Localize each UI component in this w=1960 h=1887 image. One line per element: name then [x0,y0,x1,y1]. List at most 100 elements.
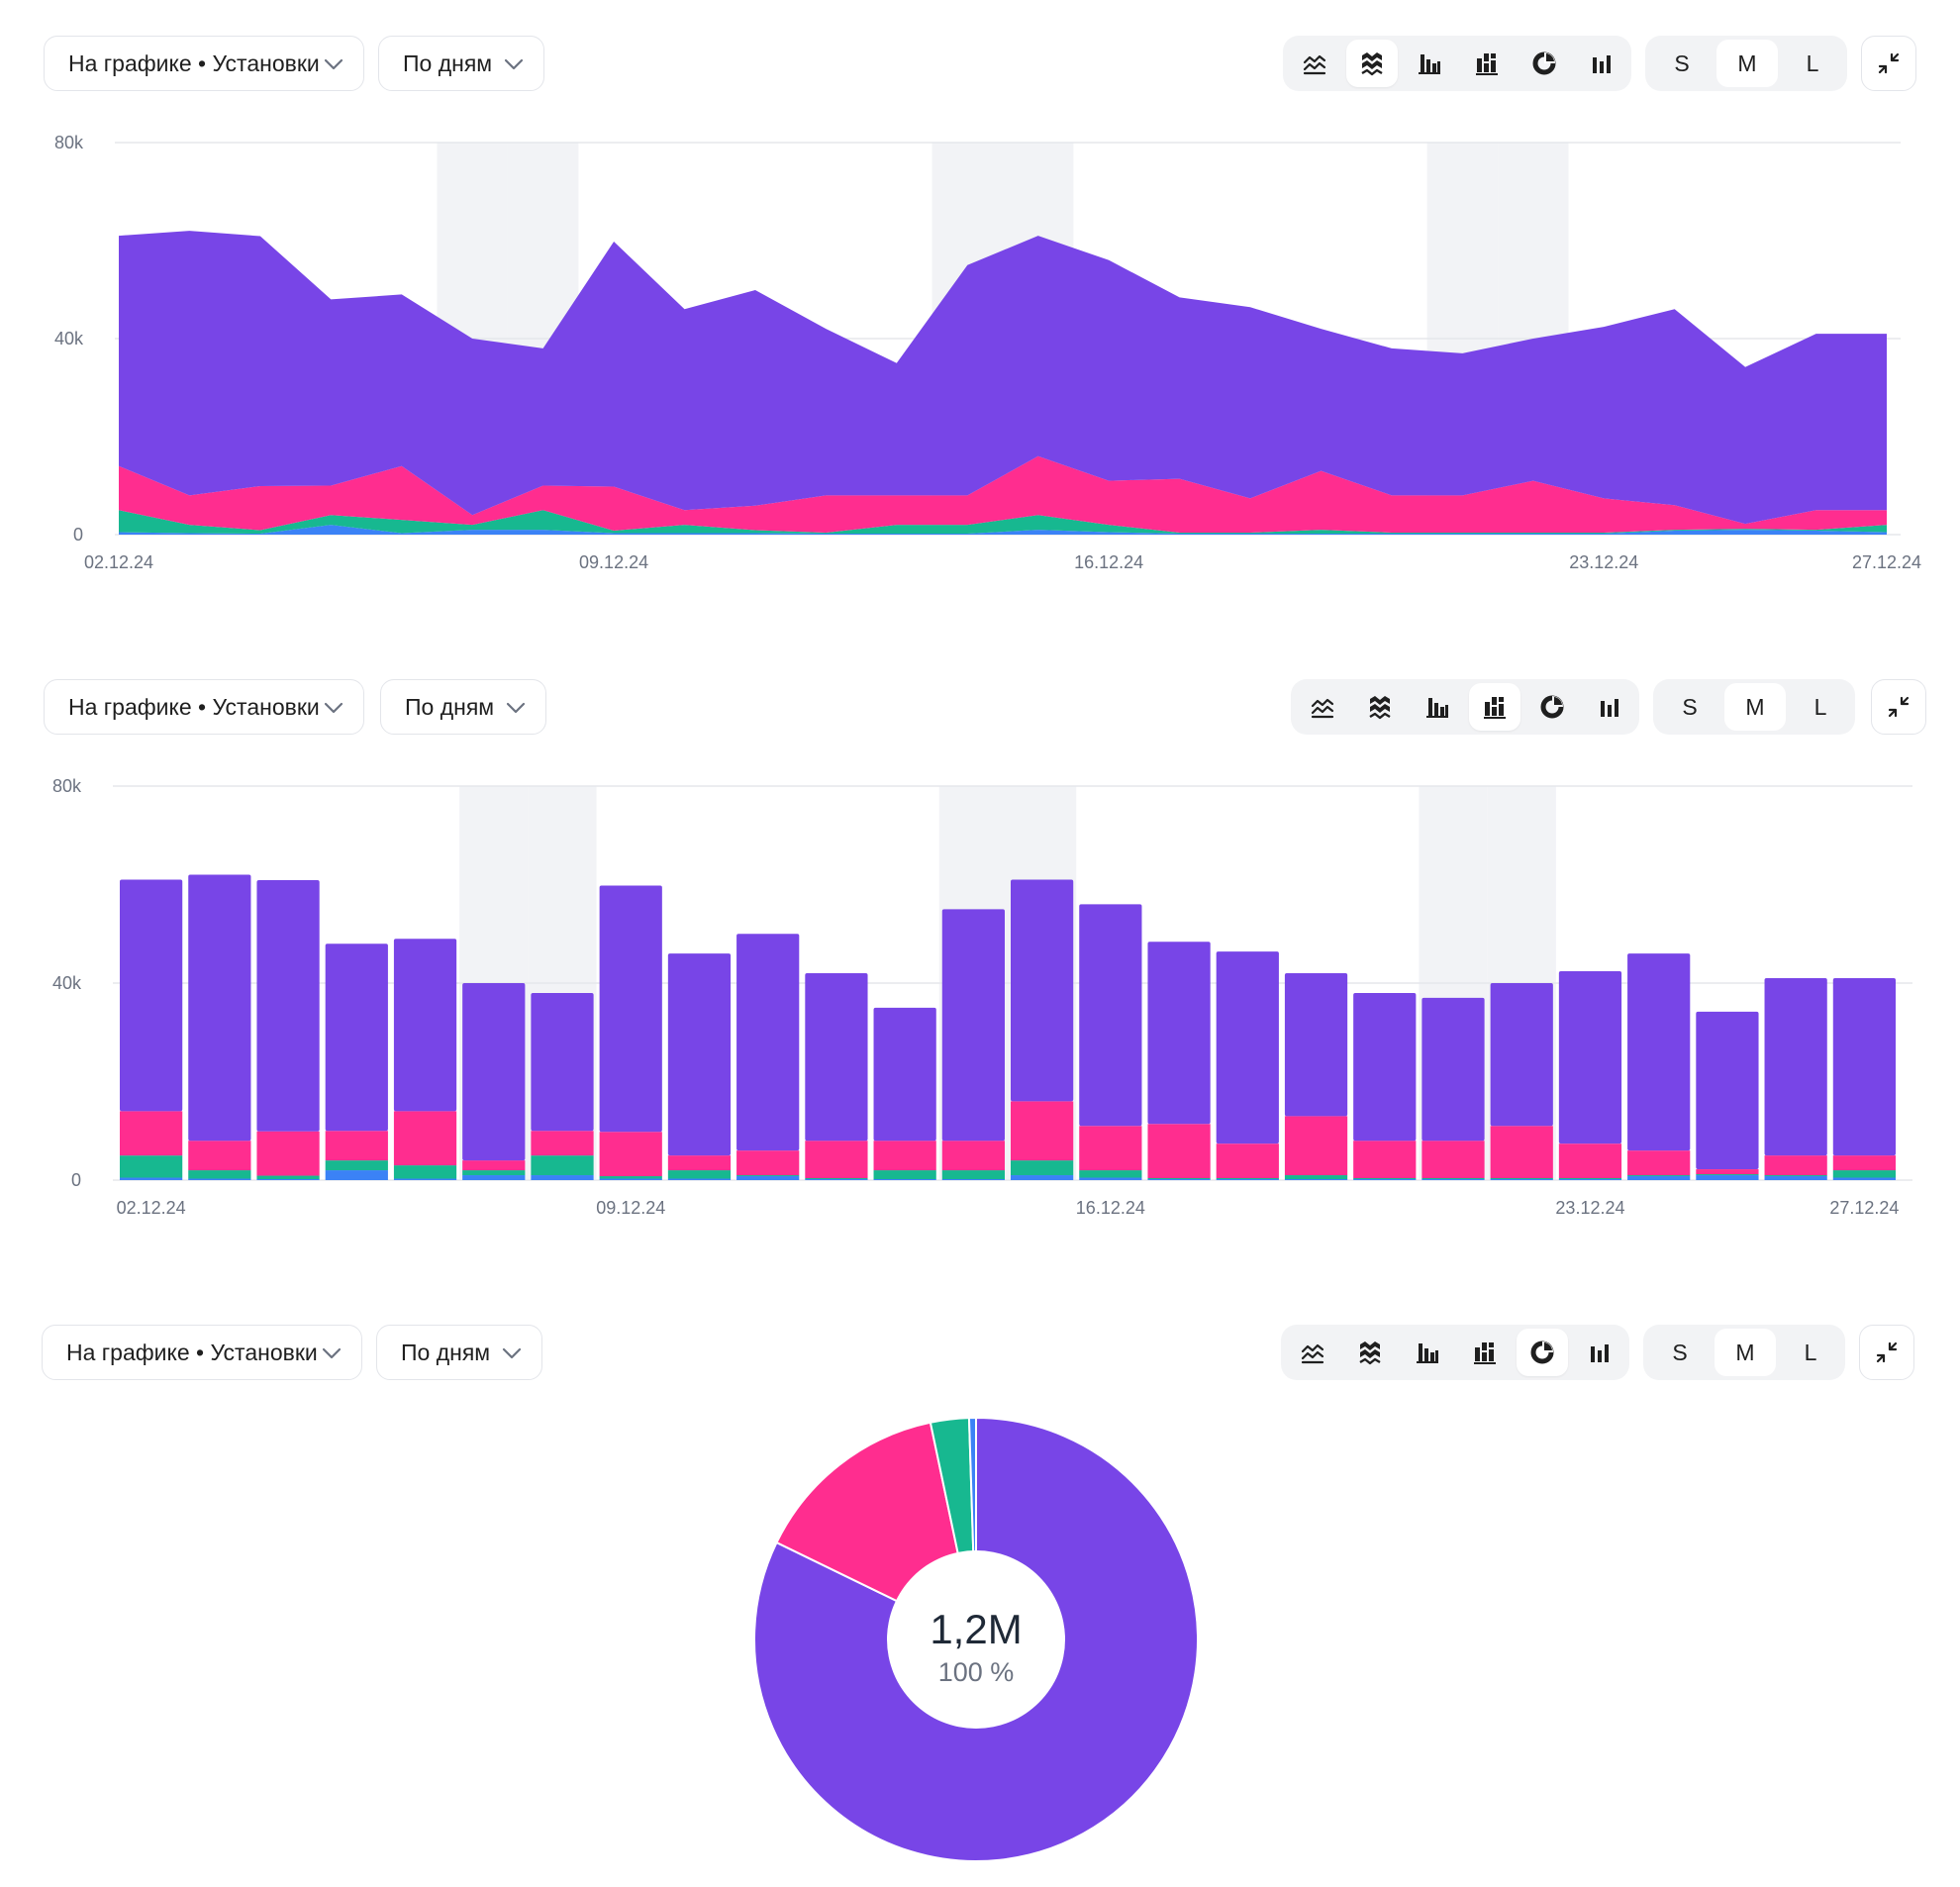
histogram-button[interactable] [1584,683,1635,731]
pie-chart-icon [1532,51,1556,75]
period-dropdown[interactable]: По дням [378,36,544,91]
size-m-button[interactable]: M [1716,40,1778,87]
chevron-down-icon [324,58,343,70]
histogram-button[interactable] [1574,1329,1625,1376]
bar-segment [1216,1178,1279,1180]
bar-segment [805,1141,868,1179]
bar-segment [1627,1175,1691,1177]
bar-segment [1764,1155,1827,1176]
collapse-button[interactable] [1861,36,1916,91]
bar-segment [1284,1179,1348,1180]
size-s-button[interactable]: S [1649,1329,1711,1376]
metric-dropdown[interactable]: На графике • Установки [42,1325,362,1380]
collapse-button[interactable] [1859,1325,1914,1380]
size-s-label: S [1672,1339,1688,1365]
stacked-area-button[interactable] [1346,40,1398,87]
size-switcher: S M L [1645,36,1847,91]
histogram-button[interactable] [1576,40,1627,87]
bar-segment [1627,1150,1691,1176]
bar-segment [805,1179,868,1180]
pie-chart-button[interactable] [1519,40,1570,87]
pie-slice [753,1416,1199,1862]
bar-segment [1832,978,1896,1156]
bar-segment [1147,942,1211,1125]
bar-segment [667,1178,732,1180]
bar-segment [188,1170,251,1179]
bar-segment [1421,1178,1485,1180]
stacked-bar-button[interactable] [1461,40,1513,87]
chevron-down-icon [504,58,524,70]
bar-segment [1764,1176,1827,1180]
bar-segment [325,1131,388,1161]
bar-segment [120,1155,183,1178]
stacked-area-icon [1361,52,1383,76]
metric-dropdown[interactable]: На графике • Установки [44,679,364,735]
bar-segment [941,1141,1005,1171]
bar-chart-button[interactable] [1402,1329,1453,1376]
bar-segment [1079,1170,1142,1178]
size-l-button[interactable]: L [1790,683,1851,731]
period-dropdown[interactable]: По дням [380,679,546,735]
bar-segment [1147,1124,1211,1179]
line-chart-button[interactable] [1287,1329,1338,1376]
area-series-0 [119,525,1887,535]
size-l-button[interactable]: L [1780,1329,1841,1376]
size-l-label: L [1806,50,1819,76]
bar-segment [1147,1178,1211,1180]
period-dropdown-label: По дням [405,693,495,720]
bar-chart-button[interactable] [1412,683,1463,731]
chart-toolbar: На графике • Установки По дням S M L [0,1325,1960,1384]
x-tick-label: 27.12.24 [1852,552,1921,572]
bar-segment [736,934,800,1151]
bar-segment [1490,1179,1553,1180]
bar-segment [531,1131,594,1156]
size-m-button[interactable]: M [1724,683,1786,731]
bar-segment [599,1176,662,1179]
pie-chart-icon [1530,1341,1554,1364]
stacked-bar-button[interactable] [1469,683,1520,731]
bar-segment [1079,904,1142,1127]
bar-segment [599,1132,662,1177]
bar-segment [873,1179,936,1180]
bar-segment [1558,971,1622,1144]
size-m-label: M [1735,1339,1755,1365]
collapse-button[interactable] [1871,679,1926,735]
bar-segment [736,1150,800,1176]
bar-segment [1696,1011,1759,1170]
size-s-button[interactable]: S [1659,683,1720,731]
area-series-2 [119,455,1887,533]
stacked-area-button[interactable] [1354,683,1406,731]
metric-dropdown[interactable]: На графике • Установки [44,36,364,91]
bar-segment [1284,1116,1348,1176]
bar-segment [1216,951,1279,1144]
bar-segment [462,1175,526,1180]
donut-chart: 1,2M 100 % [753,1416,1199,1862]
bar-chart-button[interactable] [1404,40,1455,87]
size-m-button[interactable]: M [1715,1329,1776,1376]
chevron-down-icon [506,702,526,714]
bar-segment [1558,1178,1622,1180]
stacked-area-button[interactable] [1344,1329,1396,1376]
bar-chart-icon [1419,54,1440,74]
metric-dropdown-label: На графике • Установки [68,693,320,720]
line-chart-button[interactable] [1289,40,1340,87]
period-dropdown[interactable]: По дням [376,1325,542,1380]
pie-chart-button[interactable] [1526,683,1578,731]
bar-segment [462,983,526,1161]
bar-segment [1696,1175,1759,1180]
histogram-icon [1601,699,1618,717]
bar-segment [873,1141,936,1171]
bar-segment [1421,997,1485,1142]
stacked-bar-button[interactable] [1459,1329,1511,1376]
period-dropdown-label: По дням [401,1339,491,1365]
collapse-icon [1888,696,1910,718]
x-tick-label: 16.12.24 [1076,1198,1145,1218]
bar-segment [1832,1170,1896,1178]
collapse-icon [1876,1341,1898,1363]
size-l-button[interactable]: L [1782,40,1843,87]
bar-segment [256,880,320,1132]
size-s-button[interactable]: S [1651,40,1713,87]
y-tick-label: 40k [52,973,82,993]
line-chart-button[interactable] [1297,683,1348,731]
pie-chart-button[interactable] [1517,1329,1568,1376]
